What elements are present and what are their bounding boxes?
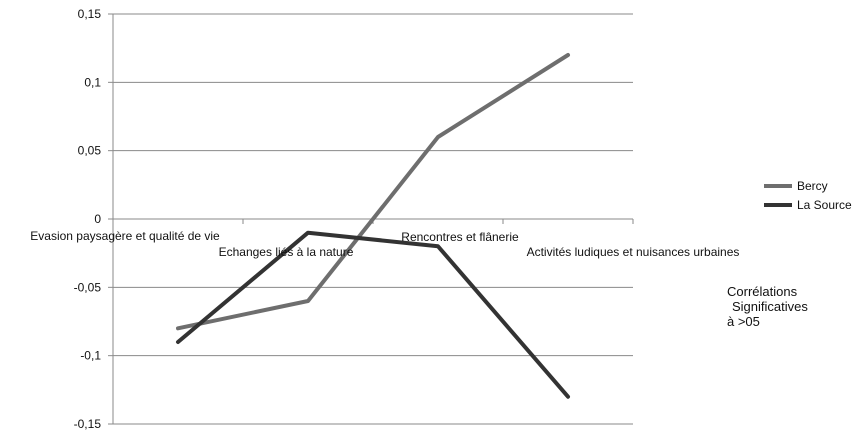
note-line: à >05 <box>727 314 760 329</box>
y-axis: 0,15 0,1 0,05 0 -0,05 -0,1 -0,15 <box>74 7 114 431</box>
category-label: Rencontres et flânerie <box>401 230 519 244</box>
category-labels: Evasion paysagère et qualité de vie Echan… <box>30 229 739 259</box>
note-line: Corrélations <box>727 284 798 299</box>
legend: Bercy La Source <box>764 179 852 212</box>
y-tick-label: 0,1 <box>84 75 101 89</box>
series-line-la-source <box>176 230 570 399</box>
y-tick-label: 0 <box>94 212 101 226</box>
y-tick-label: -0,15 <box>74 417 102 431</box>
category-label: Activités ludiques et nuisances urbaines <box>527 245 740 259</box>
category-label: Echanges liés à la nature <box>219 245 354 259</box>
y-tick-label: 0,05 <box>78 144 102 158</box>
series-line-bercy <box>176 53 570 331</box>
category-label: Evasion paysagère et qualité de vie <box>30 229 220 243</box>
y-tick-label: 0,15 <box>78 7 102 21</box>
y-tick-label: -0,1 <box>80 349 101 363</box>
note-line: Significatives <box>732 299 808 314</box>
series-lines <box>176 53 570 399</box>
legend-label: Bercy <box>797 179 828 193</box>
grid-lines <box>112 13 634 425</box>
y-tick-label: -0,05 <box>74 280 102 294</box>
legend-label: La Source <box>797 198 852 212</box>
